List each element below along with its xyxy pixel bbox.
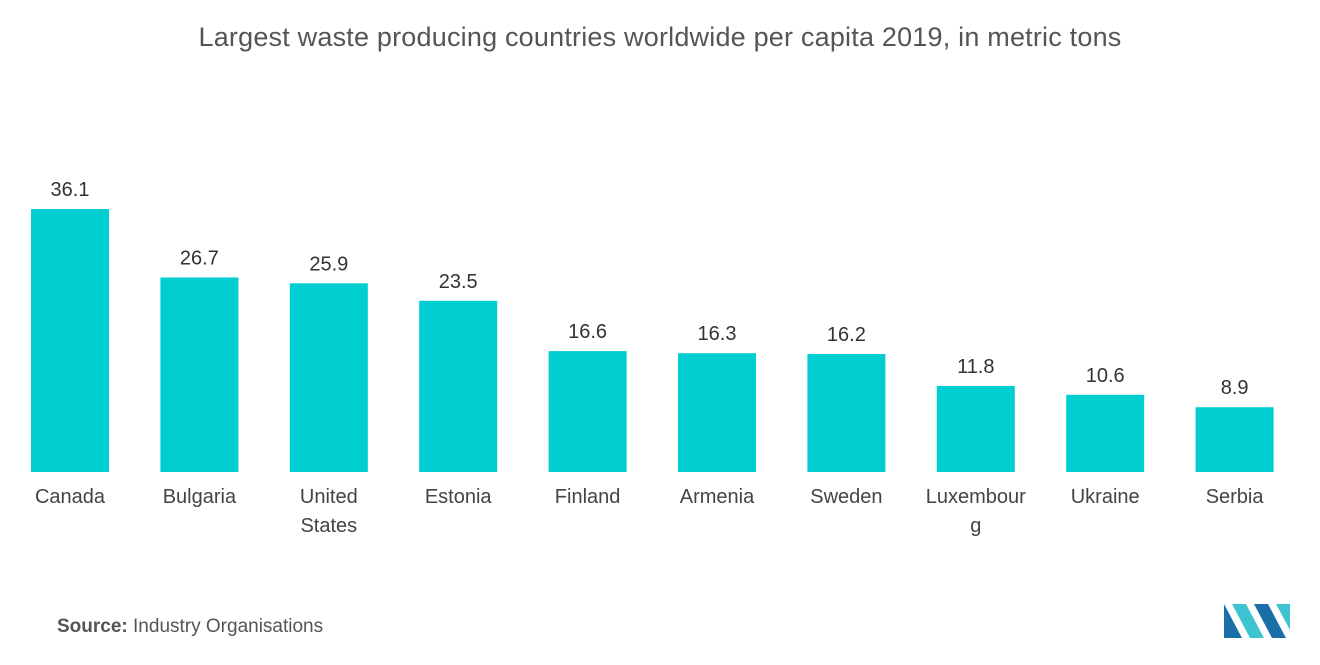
bar: [807, 354, 886, 472]
category-label: Serbia: [1206, 486, 1265, 508]
bar-value-label: 16.6: [568, 321, 607, 343]
category-label: Canada: [35, 486, 106, 508]
logo-shape-mid: [1232, 604, 1264, 638]
bar: [160, 277, 239, 472]
category-label-line: Finland: [555, 486, 621, 508]
brand-logo-icon: [1224, 604, 1290, 638]
category-label-line: Estonia: [425, 486, 493, 508]
bar-value-label: 23.5: [439, 271, 478, 293]
chart-title: Largest waste producing countries worldw…: [198, 22, 1122, 52]
category-label-line: United: [300, 486, 358, 508]
bar-value-label: 16.3: [698, 323, 737, 345]
category-label: Sweden: [810, 486, 882, 508]
category-label: United States: [300, 486, 358, 537]
bar-value-label: 36.1: [51, 179, 90, 201]
category-label: Finland: [555, 486, 621, 508]
bar: [289, 283, 368, 472]
bar-value-label: 25.9: [309, 253, 348, 275]
bar-value-label: 11.8: [957, 356, 994, 378]
bar-value-label: 8.9: [1221, 377, 1249, 399]
source-label: Source:: [57, 616, 128, 637]
bar: [31, 209, 109, 472]
logo-shape-far: [1276, 604, 1290, 630]
category-label-line: States: [300, 515, 357, 537]
category-label-line: Luxembour: [926, 486, 1026, 508]
category-label-line: Armenia: [680, 486, 755, 508]
category-label-line: Sweden: [810, 486, 882, 508]
category-label-line: Ukraine: [1071, 486, 1140, 508]
source-line: Source: Industry Organisations: [57, 616, 323, 638]
category-label: Bulgaria: [163, 486, 237, 508]
logo-shape-left: [1224, 604, 1242, 638]
category-label: Armenia: [680, 486, 755, 508]
bar: [1066, 394, 1145, 472]
category-label-line: Canada: [35, 486, 106, 508]
category-label: Luxembour g: [926, 486, 1026, 537]
bar: [419, 300, 498, 472]
bar-value-label: 16.2: [827, 324, 866, 346]
category-label-line: g: [970, 515, 981, 537]
bar-value-label: 26.7: [180, 248, 219, 270]
category-label-line: Serbia: [1206, 486, 1265, 508]
bar: [548, 351, 627, 472]
bar: [678, 353, 756, 472]
logo-shape-right: [1254, 604, 1286, 638]
bar: [1195, 407, 1274, 472]
source-text: Industry Organisations: [133, 616, 324, 637]
category-label: Ukraine: [1071, 486, 1140, 508]
bar: [936, 386, 1015, 472]
bar-chart: 36.1 Canada 26.7 Bulgaria 25.9 United States 23…: [31, 179, 1274, 537]
category-label-line: Bulgaria: [163, 486, 237, 508]
bar-value-label: 10.6: [1086, 365, 1125, 387]
category-label: Estonia: [425, 486, 493, 508]
